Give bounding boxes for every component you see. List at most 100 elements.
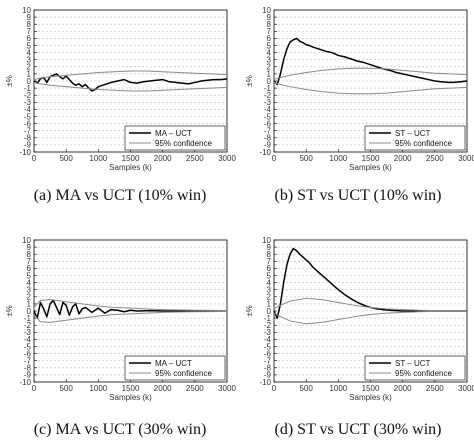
y-tick-label: -9 (264, 141, 272, 150)
y-tick-label: -1 (24, 314, 32, 323)
x-tick-label: 2500 (426, 154, 444, 163)
y-tick-label: 7 (267, 27, 272, 36)
series-line (273, 37, 468, 86)
x-tick-label: 1000 (89, 154, 107, 163)
x-tick-label: 1500 (362, 154, 380, 163)
x-tick-label: 500 (299, 154, 313, 163)
x-tick-label: 1000 (329, 154, 347, 163)
series-line (33, 310, 228, 323)
legend-entry: MA – UCT (155, 359, 192, 368)
legend-box (124, 125, 226, 151)
x-tick-label: 0 (272, 154, 277, 163)
legend-entry: MA – UCT (155, 129, 192, 138)
y-tick-label: 0 (27, 77, 32, 86)
x-tick-label: 1500 (122, 384, 140, 393)
legend-entry: 95% confidence (395, 369, 452, 378)
y-tick-label: 10 (262, 6, 271, 15)
y-tick-label: -3 (264, 98, 272, 107)
y-tick-label: -1 (24, 84, 32, 93)
x-tick-label: 0 (32, 154, 37, 163)
x-tick-label: 2000 (154, 154, 172, 163)
legend-entry: 95% confidence (155, 139, 212, 148)
y-tick-label: -10 (259, 148, 271, 157)
y-tick-label: -6 (24, 349, 32, 358)
y-tick-label: -8 (24, 134, 32, 143)
series-line (33, 299, 228, 312)
x-axis-label: Samples (k) (109, 163, 152, 172)
y-tick-label: 6 (27, 264, 32, 273)
x-tick-label: 3000 (458, 384, 474, 393)
y-tick-label: 9 (267, 243, 272, 252)
legend-entry: ST – UCT (395, 359, 431, 368)
y-tick-label: 9 (27, 13, 32, 22)
x-tick-label: 1500 (362, 384, 380, 393)
y-tick-label: 4 (267, 48, 272, 57)
y-tick-label: -2 (264, 321, 272, 330)
y-tick-label: 10 (262, 236, 271, 245)
x-tick-label: 1500 (122, 154, 140, 163)
y-tick-label: -8 (264, 364, 272, 373)
y-tick-label: -6 (264, 119, 272, 128)
x-tick-label: 1000 (329, 384, 347, 393)
y-tick-label: -7 (264, 357, 272, 366)
y-tick-label: 3 (27, 56, 32, 65)
series-line (273, 297, 468, 312)
x-tick-label: 2000 (154, 384, 172, 393)
x-axis-label: Samples (k) (349, 163, 392, 172)
legend-entry: 95% confidence (155, 369, 212, 378)
y-tick-label: 1 (267, 70, 272, 79)
y-tick-label: 7 (27, 257, 32, 266)
y-tick-label: -9 (24, 141, 32, 150)
x-tick-label: 3000 (218, 384, 236, 393)
series-line (33, 70, 228, 81)
y-tick-label: 5 (27, 271, 32, 280)
y-tick-label: -6 (264, 349, 272, 358)
y-tick-label: -5 (264, 112, 272, 121)
y-tick-label: 0 (267, 77, 272, 86)
y-axis-label: ±% (5, 75, 14, 87)
x-tick-label: 2500 (186, 384, 204, 393)
y-axis-label: ±% (5, 305, 14, 317)
x-tick-label: 2500 (186, 154, 204, 163)
x-tick-label: 500 (59, 154, 73, 163)
y-tick-label: -1 (264, 84, 272, 93)
y-tick-label: -4 (264, 105, 272, 114)
y-tick-label: 8 (27, 250, 32, 259)
y-tick-label: 5 (27, 41, 32, 50)
series-line (33, 73, 228, 92)
y-tick-label: -7 (264, 127, 272, 136)
y-tick-label: -1 (264, 314, 272, 323)
y-tick-label: -5 (264, 342, 272, 351)
legend-box (124, 355, 226, 381)
y-tick-label: 6 (267, 34, 272, 43)
subfigure-caption: (c) MA vs UCT (30% win) (34, 421, 207, 438)
y-tick-label: -4 (24, 105, 32, 114)
y-tick-label: -6 (24, 119, 32, 128)
legend-entry: 95% confidence (395, 139, 452, 148)
series-line (273, 81, 468, 95)
y-tick-label: 6 (267, 264, 272, 273)
y-tick-label: 3 (27, 286, 32, 295)
y-tick-label: -3 (24, 98, 32, 107)
x-tick-label: 3000 (218, 154, 236, 163)
y-tick-label: 5 (267, 41, 272, 50)
x-tick-label: 500 (59, 384, 73, 393)
x-tick-label: 0 (32, 384, 37, 393)
y-tick-label: -10 (19, 148, 31, 157)
y-tick-label: 0 (267, 307, 272, 316)
y-tick-label: -2 (264, 91, 272, 100)
y-tick-label: 1 (27, 300, 32, 309)
y-tick-label: 7 (27, 27, 32, 36)
y-tick-label: -7 (24, 127, 32, 136)
x-tick-label: 2000 (394, 154, 412, 163)
y-tick-label: -8 (24, 364, 32, 373)
y-tick-label: 10 (22, 236, 31, 245)
y-tick-label: -4 (24, 335, 32, 344)
y-tick-label: 4 (267, 278, 272, 287)
y-tick-label: -2 (24, 91, 32, 100)
y-tick-label: 2 (267, 293, 272, 302)
y-tick-label: 7 (267, 257, 272, 266)
